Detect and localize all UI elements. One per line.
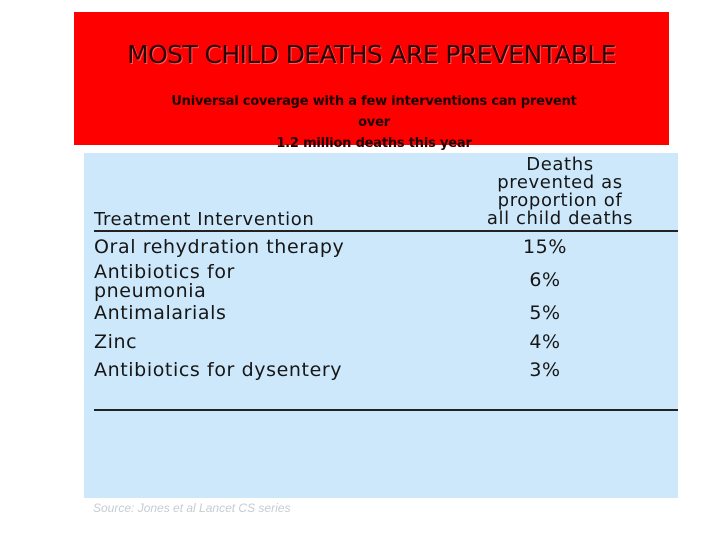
table-panel <box>84 153 678 498</box>
source-note: Source: Jones et al Lancet CS series <box>93 501 291 515</box>
row-value: 15% <box>522 236 568 258</box>
row-label: Antibiotics for <box>94 261 235 283</box>
subtitle-line: 1.2 million deaths this year <box>276 136 472 151</box>
row-label: Antimalarials <box>94 302 227 324</box>
treatment-intervention-header: Treatment Intervention <box>94 209 315 230</box>
title-banner: MOST CHILD DEATHS ARE PREVENTABLE Univer… <box>74 12 669 151</box>
row-value: 5% <box>529 302 561 324</box>
deaths-prevented-header: Deaths prevented as proportion of all ch… <box>452 156 668 228</box>
row-label: pneumonia <box>94 280 207 302</box>
header-line: Deaths <box>526 154 594 175</box>
subtitle-line: Universal coverage with a few interventi… <box>171 94 577 130</box>
header-line: proportion of <box>497 190 623 211</box>
row-label: Zinc <box>94 331 138 353</box>
header-divider <box>94 230 678 232</box>
header-line: prevented as <box>497 172 623 193</box>
header-line: all child deaths <box>486 208 634 229</box>
row-value: 6% <box>529 269 561 291</box>
slide-subtitle: Universal coverage with a few interventi… <box>164 91 584 154</box>
row-value: 4% <box>529 331 561 353</box>
row-value: 3% <box>529 359 561 381</box>
slide-title: MOST CHILD DEATHS ARE PREVENTABLE <box>127 40 616 69</box>
row-label: Oral rehydration therapy <box>94 236 345 258</box>
footer-divider <box>94 409 678 411</box>
row-label: Antibiotics for dysentery <box>94 359 343 381</box>
